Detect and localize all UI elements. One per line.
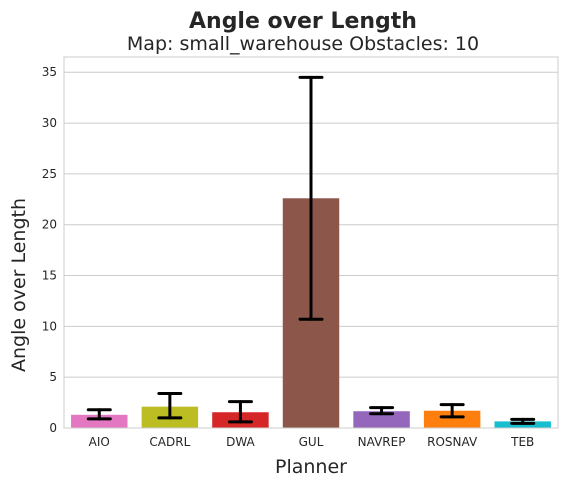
- chart-subtitle: Map: small_warehouse Obstacles: 10: [127, 33, 479, 55]
- x-tick-labels: AIO CADRL DWA GUL NAVREP ROSNAV TEB: [89, 435, 535, 449]
- y-tick-label: 20: [42, 218, 57, 232]
- x-tick-label: AIO: [89, 435, 110, 449]
- x-tick-label: DWA: [226, 435, 255, 449]
- y-tick-label: 30: [42, 116, 57, 130]
- x-tick-label: TEB: [510, 435, 534, 449]
- x-tick-label: GUL: [299, 435, 324, 449]
- y-tick-labels: 0 5 10 15 20 25 30 35: [42, 65, 57, 435]
- y-tick-label: 10: [42, 319, 57, 333]
- x-axis-label: Planner: [275, 456, 347, 478]
- x-tick-label: ROSNAV: [427, 435, 478, 449]
- y-tick-label: 25: [42, 167, 57, 181]
- y-tick-label: 35: [42, 65, 57, 79]
- x-tick-label: CADRL: [149, 435, 190, 449]
- y-axis-label: Angle over Length: [8, 198, 30, 372]
- chart-title: Angle over Length: [189, 9, 417, 34]
- y-tick-label: 15: [42, 269, 57, 283]
- x-tick-label: NAVREP: [358, 435, 406, 449]
- y-tick-label: 0: [49, 421, 57, 435]
- y-tick-label: 5: [49, 370, 57, 384]
